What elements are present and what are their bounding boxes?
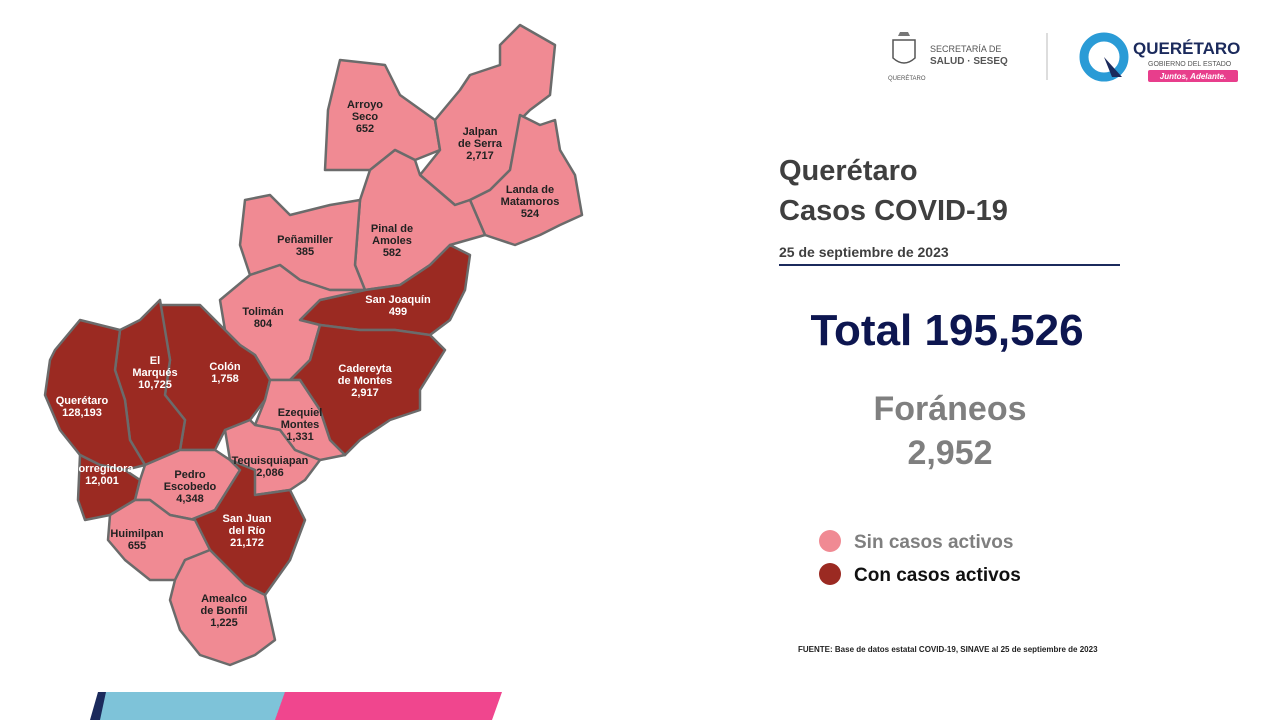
municipality-cases: 12,001: [85, 475, 119, 487]
municipality-name: de Montes: [338, 375, 392, 387]
municipality-cases: 524: [521, 208, 540, 220]
legend-swatch: [819, 563, 841, 585]
municipality-name: Tolimán: [242, 306, 284, 318]
municipality-name: Matamoros: [501, 196, 560, 208]
municipality-cases: 652: [356, 123, 374, 135]
municipality-cases: 499: [389, 306, 407, 318]
municipality-name: San Joaquín: [365, 294, 431, 306]
gov-name: QUERÉTARO: [1133, 39, 1240, 58]
gov-logo: QUERÉTARO GOBIERNO DEL ESTADO Juntos, Ad…: [1079, 32, 1240, 82]
municipality-cases: 385: [296, 246, 314, 258]
legend-swatch: [819, 530, 841, 552]
legend-label: Sin casos activos: [854, 532, 1013, 553]
municipality: [43, 318, 147, 472]
municipality-name: Jalpan: [463, 126, 498, 138]
municipality-name: El: [150, 355, 160, 367]
municipality-name: Cadereyta: [338, 363, 392, 375]
municipality: [323, 58, 442, 172]
municipality-name: Montes: [281, 419, 320, 431]
municipality-name: Tequisquiapan: [232, 455, 309, 467]
ssa-line2: SALUD · SESEQ: [930, 56, 1008, 67]
gov-slogan: Juntos, Adelante.: [1160, 72, 1226, 81]
municipality-cases: 655: [128, 540, 146, 552]
municipality-cases: 128,193: [62, 407, 102, 419]
municipality-name: Peñamiller: [277, 234, 333, 246]
municipality-name: Landa de: [506, 184, 554, 196]
municipality-cases: 10,725: [138, 379, 172, 391]
ssa-line1: SECRETARÍA DE: [930, 44, 1001, 54]
municipality-name: Escobedo: [164, 481, 217, 493]
municipality-name: Marqués: [132, 367, 177, 379]
municipality-cases: 1,758: [211, 373, 239, 385]
foraneos-value: 2,952: [907, 434, 992, 472]
municipality-cases: 4,348: [176, 493, 204, 505]
ssa-state: QUERÉTARO: [888, 75, 926, 82]
municipality-name: del Río: [229, 525, 266, 537]
gov-sub: GOBIERNO DEL ESTADO: [1148, 61, 1232, 68]
date: 25 de septiembre de 2023: [779, 244, 949, 260]
municipality-cases: 1,225: [210, 617, 238, 629]
footer-bars: [90, 692, 502, 720]
municipality-name: Colón: [209, 361, 240, 373]
municipality-name: Seco: [352, 111, 379, 123]
municipality-name: Ezequiel: [278, 407, 323, 419]
municipality-name: Arroyo: [347, 99, 383, 111]
municipality-name: Amoles: [372, 235, 412, 247]
foraneos-label: Foráneos: [873, 390, 1026, 428]
municipality-cases: 582: [383, 247, 401, 259]
title-line: Casos COVID-19: [779, 195, 1008, 227]
municipality-name: San Juan: [223, 513, 272, 525]
municipality: [168, 548, 277, 667]
title-line: Querétaro: [779, 155, 918, 187]
municipality-name: de Serra: [458, 138, 503, 150]
municipality-cases: 2,086: [256, 467, 284, 479]
municipality-cases: 804: [254, 318, 273, 330]
municipality-name: Huimilpan: [110, 528, 163, 540]
municipality-name: Corregidora: [71, 463, 135, 475]
legend-label: Con casos activos: [854, 565, 1021, 586]
municipality-name: de Bonfil: [200, 605, 247, 617]
municipality-name: Amealco: [201, 593, 247, 605]
ssa-logo: SECRETARÍA DE SALUD · SESEQ QUERÉTARO: [888, 32, 1008, 82]
municipality-name: Pinal de: [371, 223, 413, 235]
municipality-cases: 21,172: [230, 537, 264, 549]
total: Total 195,526: [810, 306, 1083, 355]
municipality-name: Pedro: [174, 469, 205, 481]
municipality-cases: 2,917: [351, 387, 379, 399]
municipality-name: Querétaro: [56, 395, 109, 407]
source: FUENTE: Base de datos estatal COVID-19, …: [798, 645, 1098, 654]
municipality: [468, 113, 584, 247]
municipality-cases: 1,331: [286, 431, 314, 443]
municipality-cases: 2,717: [466, 150, 494, 162]
legend: Sin casos activos Con casos activos: [819, 530, 1021, 586]
